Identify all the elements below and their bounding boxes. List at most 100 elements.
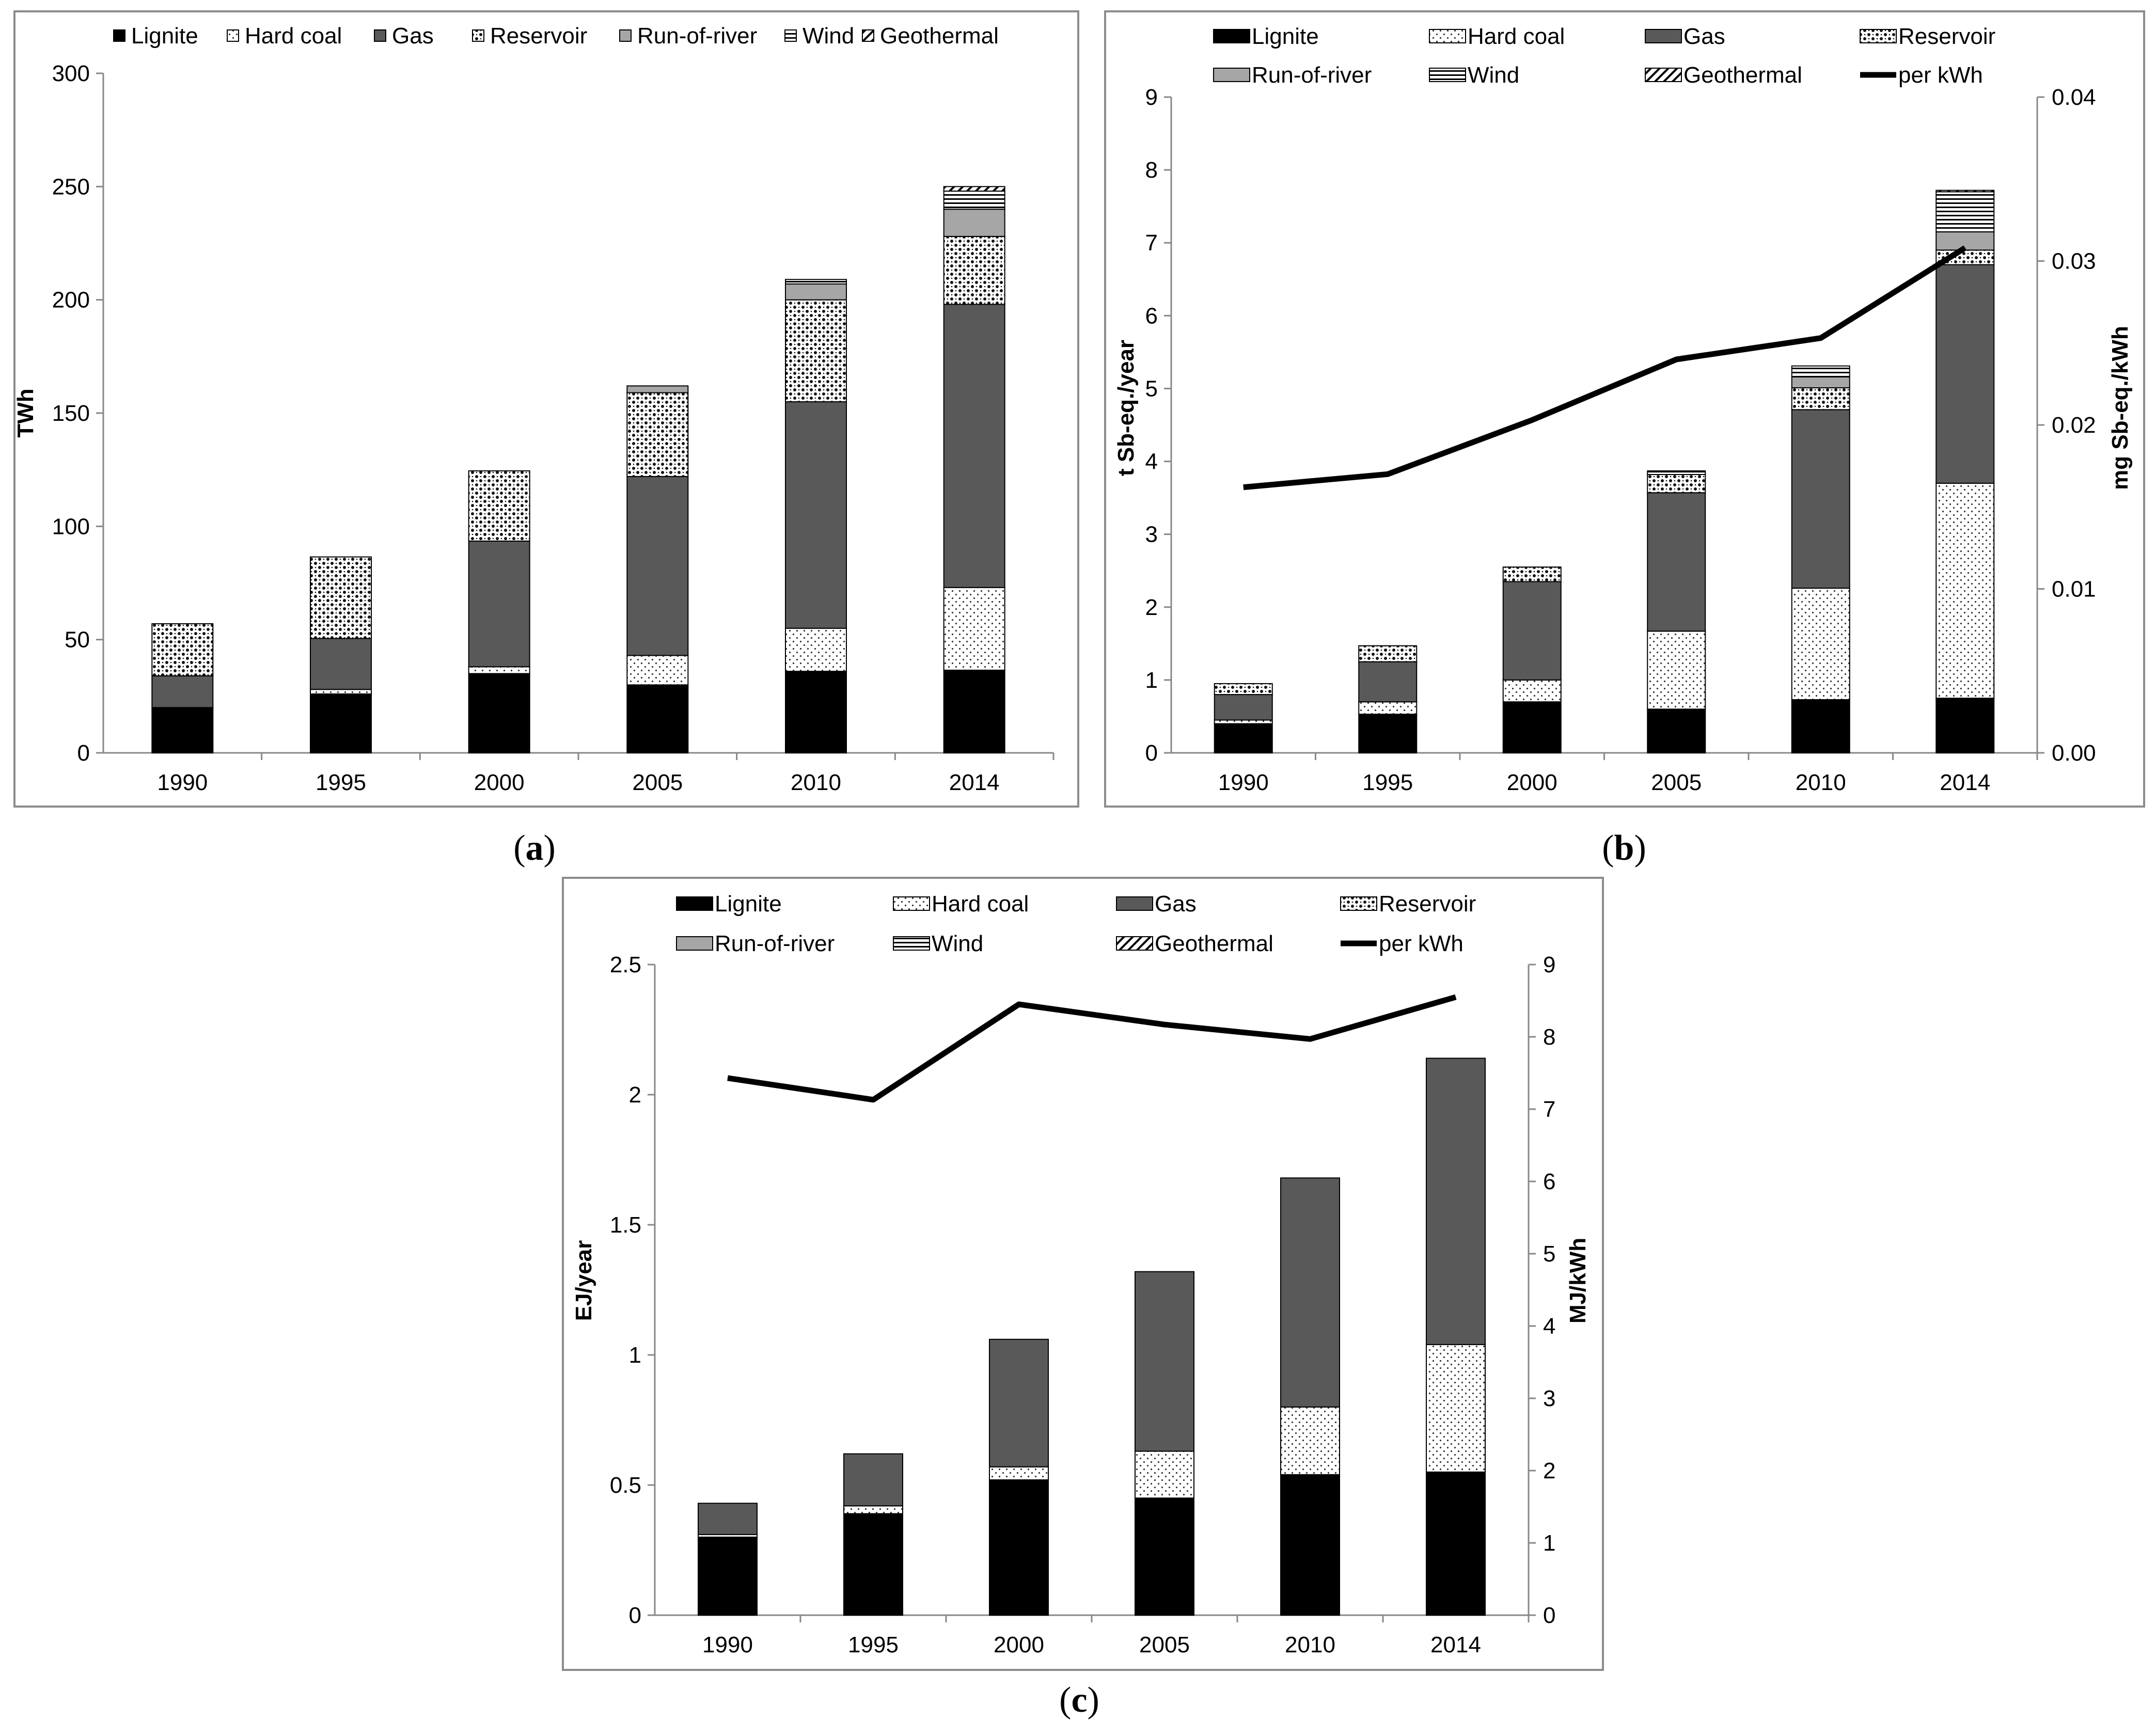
legend-label-hard-coal: Hard coal (1468, 24, 1565, 49)
bar-lignite-1995 (1358, 714, 1418, 753)
bar-hard-coal-2005 (626, 655, 689, 686)
y-tick-label: 300 (52, 61, 90, 86)
legend-label-run-of-river: Run-of-river (1252, 62, 1372, 88)
bar-hard-coal-2005 (1135, 1450, 1194, 1499)
panel-label-b: (b) (1602, 828, 1646, 868)
bar-hard-coal-2014 (1935, 482, 1995, 699)
bar-run-of-river-2014 (1935, 231, 1995, 251)
y-tick-label: 150 (52, 401, 90, 426)
bar-lignite-2005 (1647, 708, 1706, 754)
bar-reservoir-1990 (151, 623, 214, 676)
bar-lignite-2010 (1280, 1474, 1340, 1616)
bar-gas-1990 (1214, 694, 1273, 721)
y2-axis-title: MJ/kWh (1565, 1238, 1591, 1323)
bar-reservoir-2005 (626, 392, 689, 477)
bar-gas-2010 (1791, 409, 1850, 589)
bar-geothermal-2014 (1935, 190, 1995, 193)
bar-wind-2014 (1935, 191, 1995, 233)
y-tick-label: 1.5 (610, 1212, 641, 1238)
legend-label-geothermal: Geothermal (1683, 62, 1802, 88)
legend-label-wind: Wind (932, 931, 983, 956)
bar-geothermal-2014 (943, 186, 1005, 192)
bar-gas-2010 (785, 401, 847, 629)
y-axis-title: TWh (13, 388, 38, 437)
bar-hard-coal-2014 (943, 587, 1005, 671)
x-tick-label: 2005 (632, 770, 683, 795)
legend-label-reservoir: Reservoir (1898, 24, 1995, 49)
x-tick-label: 2010 (791, 770, 841, 795)
bar-hard-coal-1995 (1358, 701, 1418, 715)
legend-swatch-run-of-river (1213, 68, 1250, 82)
y2-tick-label: 0 (1543, 1603, 1555, 1628)
bar-gas-2000 (989, 1338, 1049, 1467)
bar-lignite-1995 (843, 1513, 903, 1616)
bar-reservoir-2010 (1791, 387, 1850, 411)
legend-label-geothermal: Geothermal (1155, 931, 1273, 956)
bar-gas-1990 (698, 1503, 758, 1535)
panel-label-a: (a) (513, 828, 556, 868)
legend-swatch-hard-coal (227, 29, 239, 42)
y2-tick-label: 1 (1543, 1530, 1555, 1556)
x-tick-label: 2000 (994, 1632, 1044, 1658)
y2-tick-label: 0.00 (2052, 740, 2096, 766)
legend-label-per-kwh: per kWh (1379, 931, 1463, 956)
y-tick-label: 6 (1145, 303, 1158, 328)
y-tick-label: 0 (1145, 740, 1158, 766)
y-tick-label: 8 (1145, 157, 1158, 183)
y-tick-label: 0.5 (610, 1473, 641, 1498)
y2-tick-label: 3 (1543, 1386, 1555, 1411)
y2-tick-label: 0.04 (2052, 85, 2096, 110)
chart-b: 0 1 2 3 4 5 6 7 8 9 t Sb-eq./year 0.00 0.01 0.02 0.03 0… (1113, 24, 2133, 795)
y2-tick-label: 8 (1543, 1024, 1555, 1050)
y2-tick-label: 4 (1543, 1314, 1555, 1339)
bar-gas-2000 (1502, 581, 1562, 681)
y-tick-label: 50 (65, 627, 90, 653)
bar-wind-2005 (1647, 470, 1706, 475)
bar-hard-coal-1990 (1214, 719, 1273, 724)
legend-swatch-geothermal (1645, 68, 1682, 82)
y2-tick-label: 0.02 (2052, 413, 2096, 438)
bar-reservoir-2010 (785, 299, 847, 403)
y-tick-label: 0 (77, 740, 90, 766)
bar-run-of-river-2010 (785, 283, 847, 301)
bar-hard-coal-1995 (843, 1505, 903, 1514)
legend-swatch-gas (374, 29, 386, 42)
legend-label-reservoir: Reservoir (1379, 891, 1476, 917)
y-axis-title: EJ/year (571, 1240, 596, 1321)
y2-tick-label: 9 (1543, 952, 1555, 977)
y2-tick-label: 0.03 (2052, 249, 2096, 274)
bar-reservoir-2005 (1647, 474, 1706, 494)
chart-a: 0 50 100 150 200 250 300 TWh 1990 1995 2000 2005 201… (13, 23, 1055, 795)
legend-label-reservoir: Reservoir (490, 23, 587, 49)
y-tick-label: 2 (1145, 595, 1158, 620)
bar-wind-2014 (943, 191, 1005, 210)
bar-run-of-river-2014 (943, 209, 1005, 237)
legend-label-hard-coal: Hard coal (932, 891, 1029, 917)
x-tick-label: 2000 (474, 770, 525, 795)
legend-swatch-reservoir (1860, 29, 1897, 43)
legend-label-gas: Gas (1155, 891, 1197, 917)
legend-swatch-reservoir (472, 29, 484, 42)
bar-reservoir-1995 (1358, 645, 1418, 662)
bar-reservoir-2014 (943, 235, 1005, 305)
x-tick-label: 2010 (1796, 770, 1846, 795)
bar-gas-1995 (310, 638, 372, 690)
y-tick-label: 0 (629, 1603, 641, 1628)
y-tick-label: 100 (52, 514, 90, 539)
legend-label-lignite: Lignite (131, 23, 198, 49)
y2-tick-label: 5 (1543, 1241, 1555, 1267)
legend-swatch-lignite (113, 29, 125, 42)
legend-swatch-wind (893, 936, 930, 951)
x-tick-label: 2005 (1139, 1632, 1190, 1658)
x-tick-label: 2014 (1940, 770, 1990, 795)
y-tick-label: 200 (52, 288, 90, 313)
y-tick-label: 1 (629, 1343, 641, 1368)
x-tick-label: 2014 (1430, 1632, 1481, 1658)
bar-hard-coal-2014 (1426, 1344, 1486, 1473)
y-tick-label: 250 (52, 174, 90, 199)
x-tick-label: 1995 (848, 1632, 899, 1658)
legend-swatch-run-of-river (676, 936, 713, 951)
bar-hard-coal-2005 (1647, 630, 1706, 710)
y-tick-label: 2 (629, 1082, 641, 1108)
